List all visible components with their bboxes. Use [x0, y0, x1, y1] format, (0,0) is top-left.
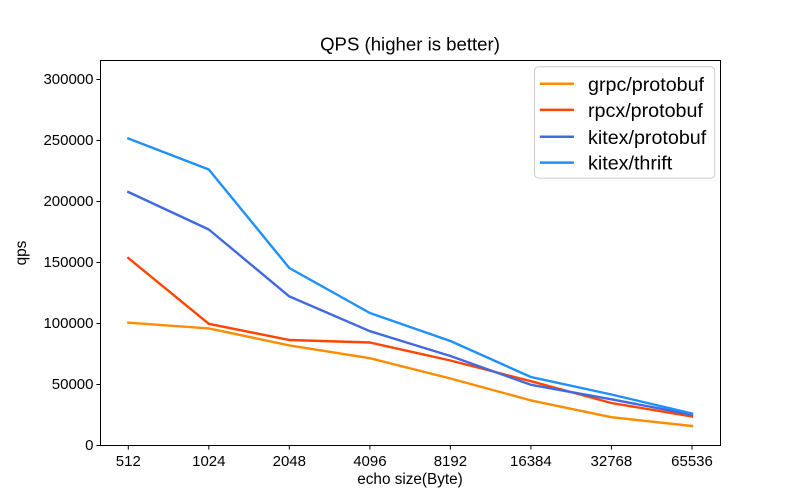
svg-text:150000: 150000: [43, 254, 93, 271]
svg-text:4096: 4096: [353, 453, 386, 470]
svg-text:300000: 300000: [43, 71, 93, 88]
svg-text:200000: 200000: [43, 193, 93, 210]
svg-text:250000: 250000: [43, 132, 93, 149]
svg-text:kitex/protobuf: kitex/protobuf: [588, 127, 707, 149]
svg-text:echo size(Byte): echo size(Byte): [357, 471, 462, 488]
svg-text:grpc/protobuf: grpc/protobuf: [588, 74, 705, 96]
svg-text:qps: qps: [13, 240, 30, 265]
svg-text:65536: 65536: [671, 453, 713, 470]
svg-text:QPS (higher is better): QPS (higher is better): [320, 34, 500, 55]
svg-text:kitex/thrift: kitex/thrift: [588, 153, 673, 175]
svg-text:0: 0: [85, 437, 93, 454]
svg-text:1024: 1024: [192, 453, 225, 470]
svg-text:8192: 8192: [434, 453, 467, 470]
svg-text:50000: 50000: [52, 376, 94, 393]
svg-text:16384: 16384: [510, 453, 552, 470]
svg-text:32768: 32768: [591, 453, 633, 470]
svg-text:100000: 100000: [43, 315, 93, 332]
svg-text:512: 512: [116, 453, 141, 470]
svg-text:2048: 2048: [273, 453, 306, 470]
svg-text:rpcx/protobuf: rpcx/protobuf: [588, 100, 703, 122]
